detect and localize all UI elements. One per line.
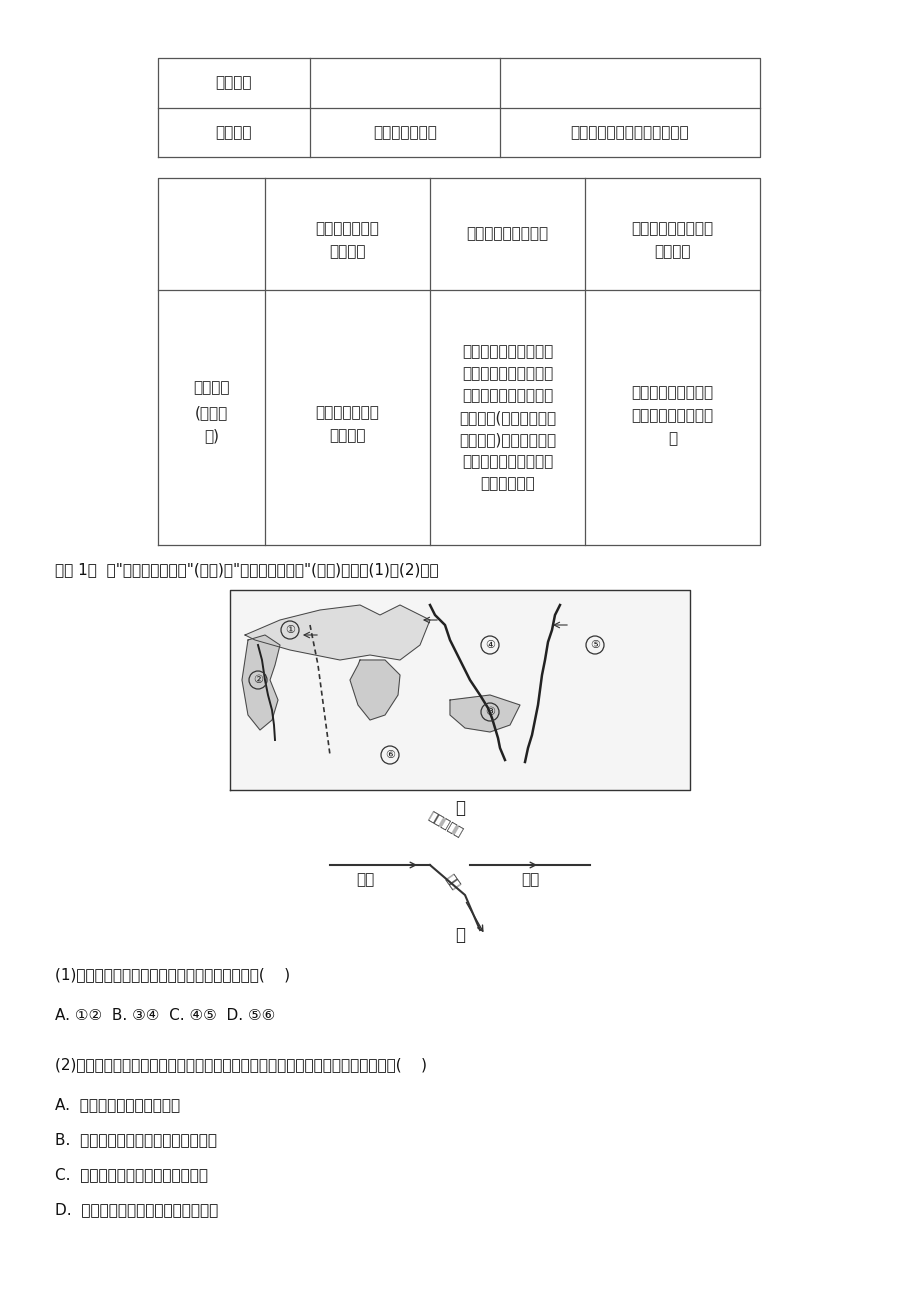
Text: 海沟: 海沟 <box>442 872 461 892</box>
Polygon shape <box>449 695 519 732</box>
Text: ②: ② <box>253 674 263 685</box>
Text: 形成裂谷或海洋: 形成裂谷或海洋 <box>373 125 437 141</box>
Text: 板块: 板块 <box>356 872 374 888</box>
Text: (2)乙图属于板块交界处的一种类型，箭头表示板块的运动方向，下列说法正确的是(    ): (2)乙图属于板块交界处的一种类型，箭头表示板块的运动方向，下列说法正确的是( … <box>55 1057 426 1073</box>
Text: 大陆板块与大陆: 大陆板块与大陆 <box>315 221 379 237</box>
Text: 陆板块之下，这里往往: 陆板块之下，这里往往 <box>461 388 552 404</box>
Text: 动): 动) <box>204 428 219 443</box>
Text: 板块相撞: 板块相撞 <box>329 428 366 443</box>
Text: 太平洋西部岛弧、安: 太平洋西部岛弧、安 <box>630 385 713 400</box>
Text: 板块相撞: 板块相撞 <box>193 380 230 395</box>
Text: 等: 等 <box>667 431 676 447</box>
Text: 第斯山脉、台湾山脉: 第斯山脉、台湾山脉 <box>630 408 713 423</box>
Text: A.  乙图表示板块的生长边界: A. 乙图表示板块的生长边界 <box>55 1098 180 1112</box>
Text: 喜马拉雅山脉、阿尔: 喜马拉雅山脉、阿尔 <box>630 221 713 237</box>
Text: (相向移: (相向移 <box>195 405 228 421</box>
Text: ①: ① <box>285 625 295 635</box>
Text: 位置较低，便俯冲到大: 位置较低，便俯冲到大 <box>461 366 552 381</box>
Text: 挤上拱，隆升并形成岛: 挤上拱，隆升并形成岛 <box>461 454 552 469</box>
Text: 甲: 甲 <box>455 799 464 816</box>
Text: 山脉、岛弧: 山脉、岛弧 <box>425 810 464 840</box>
Text: B.  东非大裂谷的形成过程与乙图相同: B. 东非大裂谷的形成过程与乙图相同 <box>55 1133 217 1147</box>
Text: ④: ④ <box>484 641 494 650</box>
Text: 卑斯山脉: 卑斯山脉 <box>653 245 690 259</box>
Text: 大洋板块因密度较大、: 大洋板块因密度较大、 <box>461 344 552 359</box>
Text: 板块相撞: 板块相撞 <box>329 245 366 259</box>
Text: ③: ③ <box>484 707 494 717</box>
Text: 乙: 乙 <box>455 926 464 944</box>
Text: 板块: 板块 <box>520 872 539 888</box>
Text: 移动方向: 移动方向 <box>216 76 252 91</box>
Text: D.  乙图所示板块交界处地壳比较稳定: D. 乙图所示板块交界处地壳比较稳定 <box>55 1203 218 1217</box>
Text: ⑥: ⑥ <box>384 750 394 760</box>
Text: C.  日本群岛的形成过程与乙图相同: C. 日本群岛的形成过程与乙图相同 <box>55 1168 208 1182</box>
Text: (1)安第斯山是由甲图中的哪两个板块相撞而成的(    ): (1)安第斯山是由甲图中的哪两个板块相撞而成的( ) <box>55 967 289 983</box>
Text: ⑤: ⑤ <box>589 641 599 650</box>
Text: 板块张裂: 板块张裂 <box>216 125 252 141</box>
Text: 弧和海岸山脉: 弧和海岸山脉 <box>480 477 534 491</box>
Bar <box>230 590 689 790</box>
Text: 【例 1】  读"板块分布示意图"(甲图)及"板块碰撞示意图"(乙图)，回答(1)～(2)题。: 【例 1】 读"板块分布示意图"(甲图)及"板块碰撞示意图"(乙图)，回答(1)… <box>55 562 438 578</box>
Text: 东非大裂谷、红海、大西洋等: 东非大裂谷、红海、大西洋等 <box>570 125 688 141</box>
Text: 形成巨大的褶皱山脉: 形成巨大的褶皱山脉 <box>466 227 548 241</box>
Polygon shape <box>349 660 400 720</box>
Polygon shape <box>242 635 279 730</box>
Polygon shape <box>244 605 429 660</box>
Text: 形成海沟(它是海洋中最: 形成海沟(它是海洋中最 <box>459 410 555 424</box>
Text: 大陆板块与大洋: 大陆板块与大洋 <box>315 405 379 421</box>
Text: A. ①②  B. ③④  C. ④⑤  D. ⑤⑥: A. ①② B. ③④ C. ④⑤ D. ⑤⑥ <box>55 1008 275 1022</box>
Text: 深的地方)；大陆板块受: 深的地方)；大陆板块受 <box>459 432 555 447</box>
